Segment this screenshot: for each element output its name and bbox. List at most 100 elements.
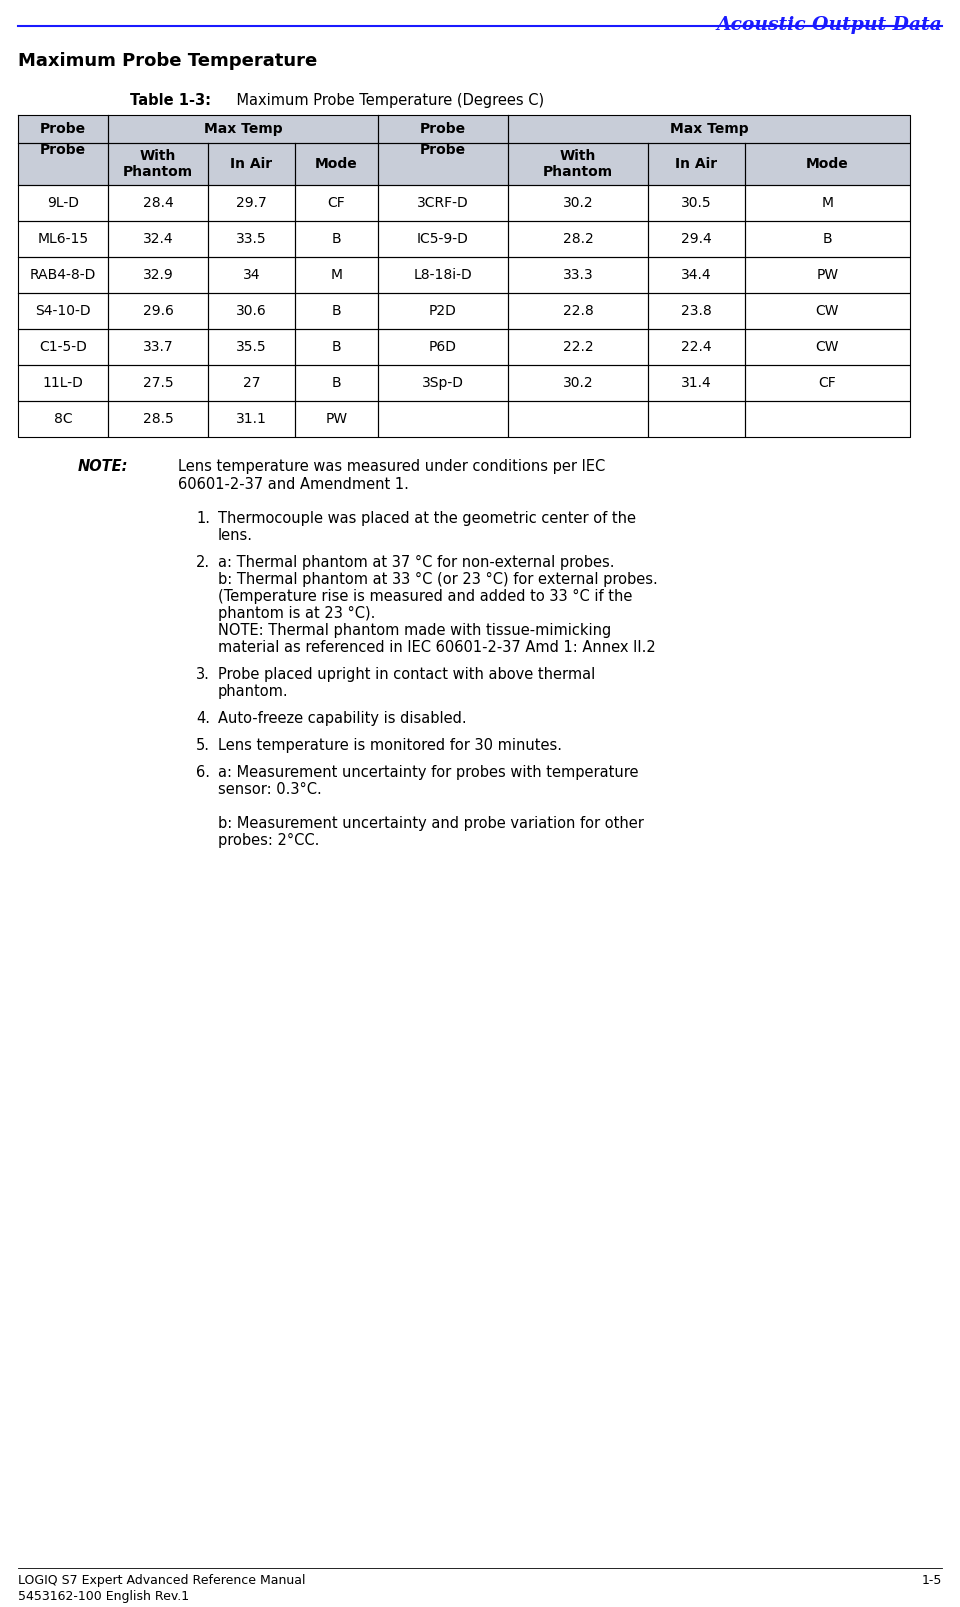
Text: 28.2: 28.2 bbox=[563, 231, 593, 246]
Text: P6D: P6D bbox=[429, 341, 457, 354]
Text: 33.5: 33.5 bbox=[236, 231, 267, 246]
Text: (Temperature rise is measured and added to 33 °C if the: (Temperature rise is measured and added … bbox=[218, 590, 633, 604]
Text: b: Thermal phantom at 33 °C (or 23 °C) for external probes.: b: Thermal phantom at 33 °C (or 23 °C) f… bbox=[218, 572, 658, 587]
Text: 29.7: 29.7 bbox=[236, 196, 267, 211]
Text: 32.4: 32.4 bbox=[143, 231, 174, 246]
Bar bbox=[18, 143, 108, 185]
Text: 29.4: 29.4 bbox=[682, 231, 712, 246]
Text: 27.5: 27.5 bbox=[143, 376, 174, 391]
Text: CW: CW bbox=[816, 304, 839, 318]
Text: 28.5: 28.5 bbox=[143, 411, 174, 426]
Text: Lens temperature was measured under conditions per IEC: Lens temperature was measured under cond… bbox=[178, 460, 605, 474]
Text: probes: 2°CC.: probes: 2°CC. bbox=[218, 832, 320, 848]
Text: 4.: 4. bbox=[196, 710, 210, 726]
Text: Acoustic Output Data: Acoustic Output Data bbox=[716, 16, 942, 34]
Text: 27: 27 bbox=[243, 376, 260, 391]
Text: material as referenced in IEC 60601-2-37 Amd 1: Annex II.2: material as referenced in IEC 60601-2-37… bbox=[218, 640, 656, 656]
Bar bbox=[508, 143, 648, 185]
Text: phantom is at 23 °C).: phantom is at 23 °C). bbox=[218, 606, 375, 620]
Text: B: B bbox=[823, 231, 832, 246]
Text: Table 1-3:: Table 1-3: bbox=[130, 93, 211, 108]
Text: 2.: 2. bbox=[196, 554, 210, 570]
Bar bbox=[378, 116, 910, 143]
Text: RAB4-8-D: RAB4-8-D bbox=[30, 268, 96, 281]
Text: 33.3: 33.3 bbox=[563, 268, 593, 281]
Text: lens.: lens. bbox=[218, 529, 253, 543]
Text: 22.2: 22.2 bbox=[563, 341, 593, 354]
Text: 23.8: 23.8 bbox=[682, 304, 712, 318]
Text: NOTE:: NOTE: bbox=[78, 460, 129, 474]
Text: Mode: Mode bbox=[315, 157, 358, 170]
Text: 11L-D: 11L-D bbox=[42, 376, 84, 391]
Text: 28.4: 28.4 bbox=[143, 196, 174, 211]
Text: 34: 34 bbox=[243, 268, 260, 281]
Bar bbox=[208, 143, 295, 185]
Text: CW: CW bbox=[816, 341, 839, 354]
Text: Max Temp: Max Temp bbox=[204, 122, 282, 137]
Text: L8-18i-D: L8-18i-D bbox=[414, 268, 472, 281]
Text: With
Phantom: With Phantom bbox=[123, 149, 193, 178]
Text: 5453162-100 English Rev.1: 5453162-100 English Rev.1 bbox=[18, 1589, 189, 1604]
Text: PW: PW bbox=[325, 411, 348, 426]
Text: P2D: P2D bbox=[429, 304, 457, 318]
Text: 35.5: 35.5 bbox=[236, 341, 267, 354]
Text: 60601-2-37 and Amendment 1.: 60601-2-37 and Amendment 1. bbox=[178, 477, 409, 492]
Text: B: B bbox=[332, 341, 342, 354]
Text: LOGIQ S7 Expert Advanced Reference Manual: LOGIQ S7 Expert Advanced Reference Manua… bbox=[18, 1573, 305, 1588]
Text: IC5-9-D: IC5-9-D bbox=[417, 231, 468, 246]
Text: 30.6: 30.6 bbox=[236, 304, 267, 318]
Bar bbox=[108, 143, 208, 185]
Text: S4-10-D: S4-10-D bbox=[36, 304, 91, 318]
Text: phantom.: phantom. bbox=[218, 685, 289, 699]
Bar bbox=[745, 143, 910, 185]
Text: Probe: Probe bbox=[40, 122, 86, 137]
Text: Thermocouple was placed at the geometric center of the: Thermocouple was placed at the geometric… bbox=[218, 511, 636, 525]
Text: 33.7: 33.7 bbox=[143, 341, 174, 354]
Text: 22.8: 22.8 bbox=[563, 304, 593, 318]
Text: a: Thermal phantom at 37 °C for non-external probes.: a: Thermal phantom at 37 °C for non-exte… bbox=[218, 554, 614, 570]
Text: Maximum Probe Temperature: Maximum Probe Temperature bbox=[18, 51, 317, 71]
Bar bbox=[295, 143, 378, 185]
Text: CF: CF bbox=[327, 196, 346, 211]
Text: 34.4: 34.4 bbox=[682, 268, 711, 281]
Text: Mode: Mode bbox=[806, 157, 849, 170]
Bar bbox=[378, 143, 508, 185]
Text: With
Phantom: With Phantom bbox=[543, 149, 613, 178]
Text: 9L-D: 9L-D bbox=[47, 196, 79, 211]
Text: a: Measurement uncertainty for probes with temperature: a: Measurement uncertainty for probes wi… bbox=[218, 765, 638, 779]
Text: In Air: In Air bbox=[676, 157, 717, 170]
Text: Probe: Probe bbox=[40, 143, 86, 157]
Text: 30.2: 30.2 bbox=[563, 196, 593, 211]
Text: CF: CF bbox=[819, 376, 836, 391]
Text: 3Sp-D: 3Sp-D bbox=[422, 376, 464, 391]
Text: Max Temp: Max Temp bbox=[670, 122, 748, 137]
Text: 8C: 8C bbox=[54, 411, 72, 426]
Text: M: M bbox=[330, 268, 343, 281]
Text: Probe: Probe bbox=[420, 122, 466, 137]
Text: 22.4: 22.4 bbox=[682, 341, 711, 354]
Text: B: B bbox=[332, 376, 342, 391]
Text: 30.5: 30.5 bbox=[682, 196, 711, 211]
Text: B: B bbox=[332, 231, 342, 246]
Text: 6.: 6. bbox=[196, 765, 210, 779]
Bar bbox=[18, 116, 378, 143]
Text: sensor: 0.3°C.: sensor: 0.3°C. bbox=[218, 783, 322, 797]
Text: 29.6: 29.6 bbox=[143, 304, 174, 318]
Text: C1-5-D: C1-5-D bbox=[39, 341, 87, 354]
Text: 3CRF-D: 3CRF-D bbox=[418, 196, 468, 211]
Text: In Air: In Air bbox=[230, 157, 273, 170]
Text: NOTE: Thermal phantom made with tissue-mimicking: NOTE: Thermal phantom made with tissue-m… bbox=[218, 624, 612, 638]
Text: 32.9: 32.9 bbox=[143, 268, 174, 281]
Text: 3.: 3. bbox=[196, 667, 210, 681]
Text: Probe: Probe bbox=[420, 143, 466, 157]
Text: Lens temperature is monitored for 30 minutes.: Lens temperature is monitored for 30 min… bbox=[218, 738, 562, 754]
Text: 31.1: 31.1 bbox=[236, 411, 267, 426]
Text: 30.2: 30.2 bbox=[563, 376, 593, 391]
Text: B: B bbox=[332, 304, 342, 318]
Bar bbox=[648, 143, 745, 185]
Text: 31.4: 31.4 bbox=[682, 376, 712, 391]
Text: Probe placed upright in contact with above thermal: Probe placed upright in contact with abo… bbox=[218, 667, 595, 681]
Text: ML6-15: ML6-15 bbox=[37, 231, 88, 246]
Text: Maximum Probe Temperature (Degrees C): Maximum Probe Temperature (Degrees C) bbox=[218, 93, 544, 108]
Text: 1-5: 1-5 bbox=[922, 1573, 942, 1588]
